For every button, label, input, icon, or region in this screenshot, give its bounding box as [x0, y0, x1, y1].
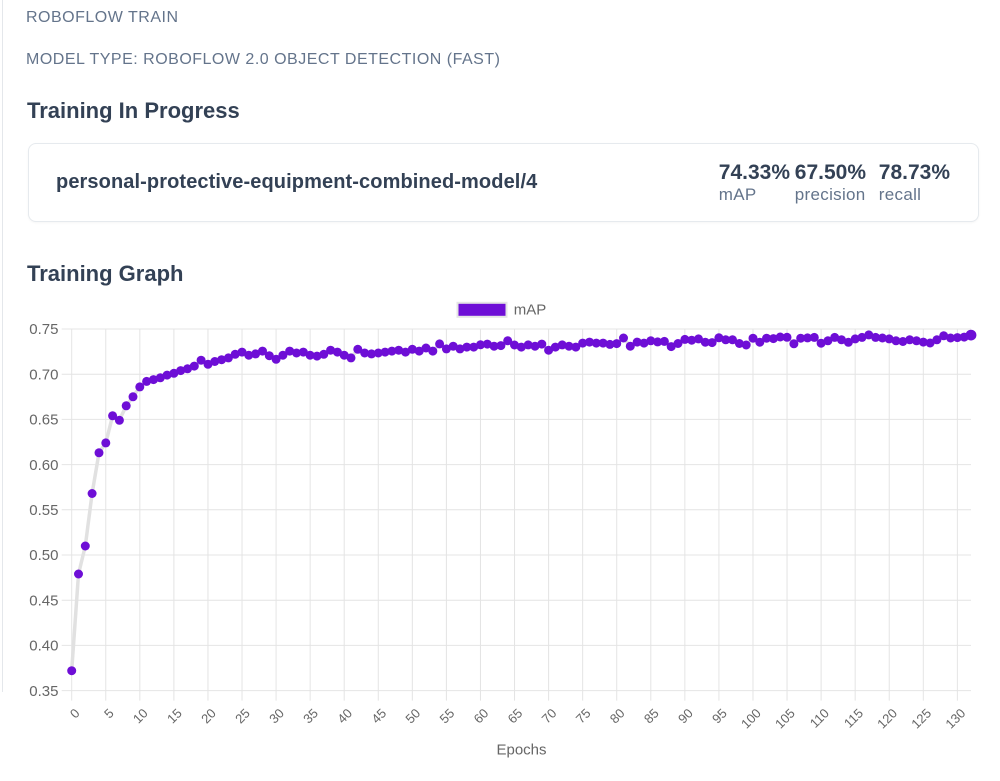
svg-text:Epochs: Epochs	[496, 742, 546, 759]
svg-text:5: 5	[101, 706, 117, 722]
svg-text:40: 40	[334, 706, 355, 727]
svg-text:90: 90	[675, 706, 696, 727]
svg-text:0.35: 0.35	[29, 683, 58, 700]
svg-text:25: 25	[232, 706, 253, 727]
svg-text:95: 95	[709, 706, 730, 727]
svg-text:0.40: 0.40	[29, 638, 58, 655]
svg-text:85: 85	[641, 706, 662, 727]
svg-text:60: 60	[471, 706, 492, 727]
svg-text:mAP: mAP	[514, 302, 547, 319]
svg-text:45: 45	[368, 706, 389, 727]
svg-text:20: 20	[198, 706, 219, 727]
svg-text:15: 15	[164, 706, 185, 727]
svg-text:125: 125	[908, 706, 934, 732]
svg-text:55: 55	[436, 706, 457, 727]
svg-text:50: 50	[402, 706, 423, 727]
svg-text:0.60: 0.60	[29, 457, 58, 474]
svg-text:65: 65	[505, 706, 526, 727]
svg-text:0: 0	[67, 706, 83, 722]
svg-text:70: 70	[539, 706, 560, 727]
svg-text:0.50: 0.50	[29, 547, 58, 564]
svg-text:110: 110	[807, 706, 832, 731]
svg-text:35: 35	[300, 706, 321, 727]
svg-text:105: 105	[772, 706, 798, 732]
svg-text:100: 100	[738, 706, 764, 732]
svg-text:115: 115	[841, 706, 866, 731]
svg-text:80: 80	[607, 706, 628, 727]
svg-text:120: 120	[874, 706, 900, 732]
svg-text:75: 75	[573, 706, 594, 727]
svg-text:0.65: 0.65	[29, 412, 58, 429]
svg-text:0.55: 0.55	[29, 502, 58, 519]
svg-text:10: 10	[130, 706, 151, 727]
svg-text:0.45: 0.45	[29, 592, 58, 609]
svg-text:130: 130	[942, 706, 968, 732]
svg-text:0.70: 0.70	[29, 366, 58, 383]
svg-text:0.75: 0.75	[29, 321, 58, 338]
svg-text:30: 30	[266, 706, 287, 727]
